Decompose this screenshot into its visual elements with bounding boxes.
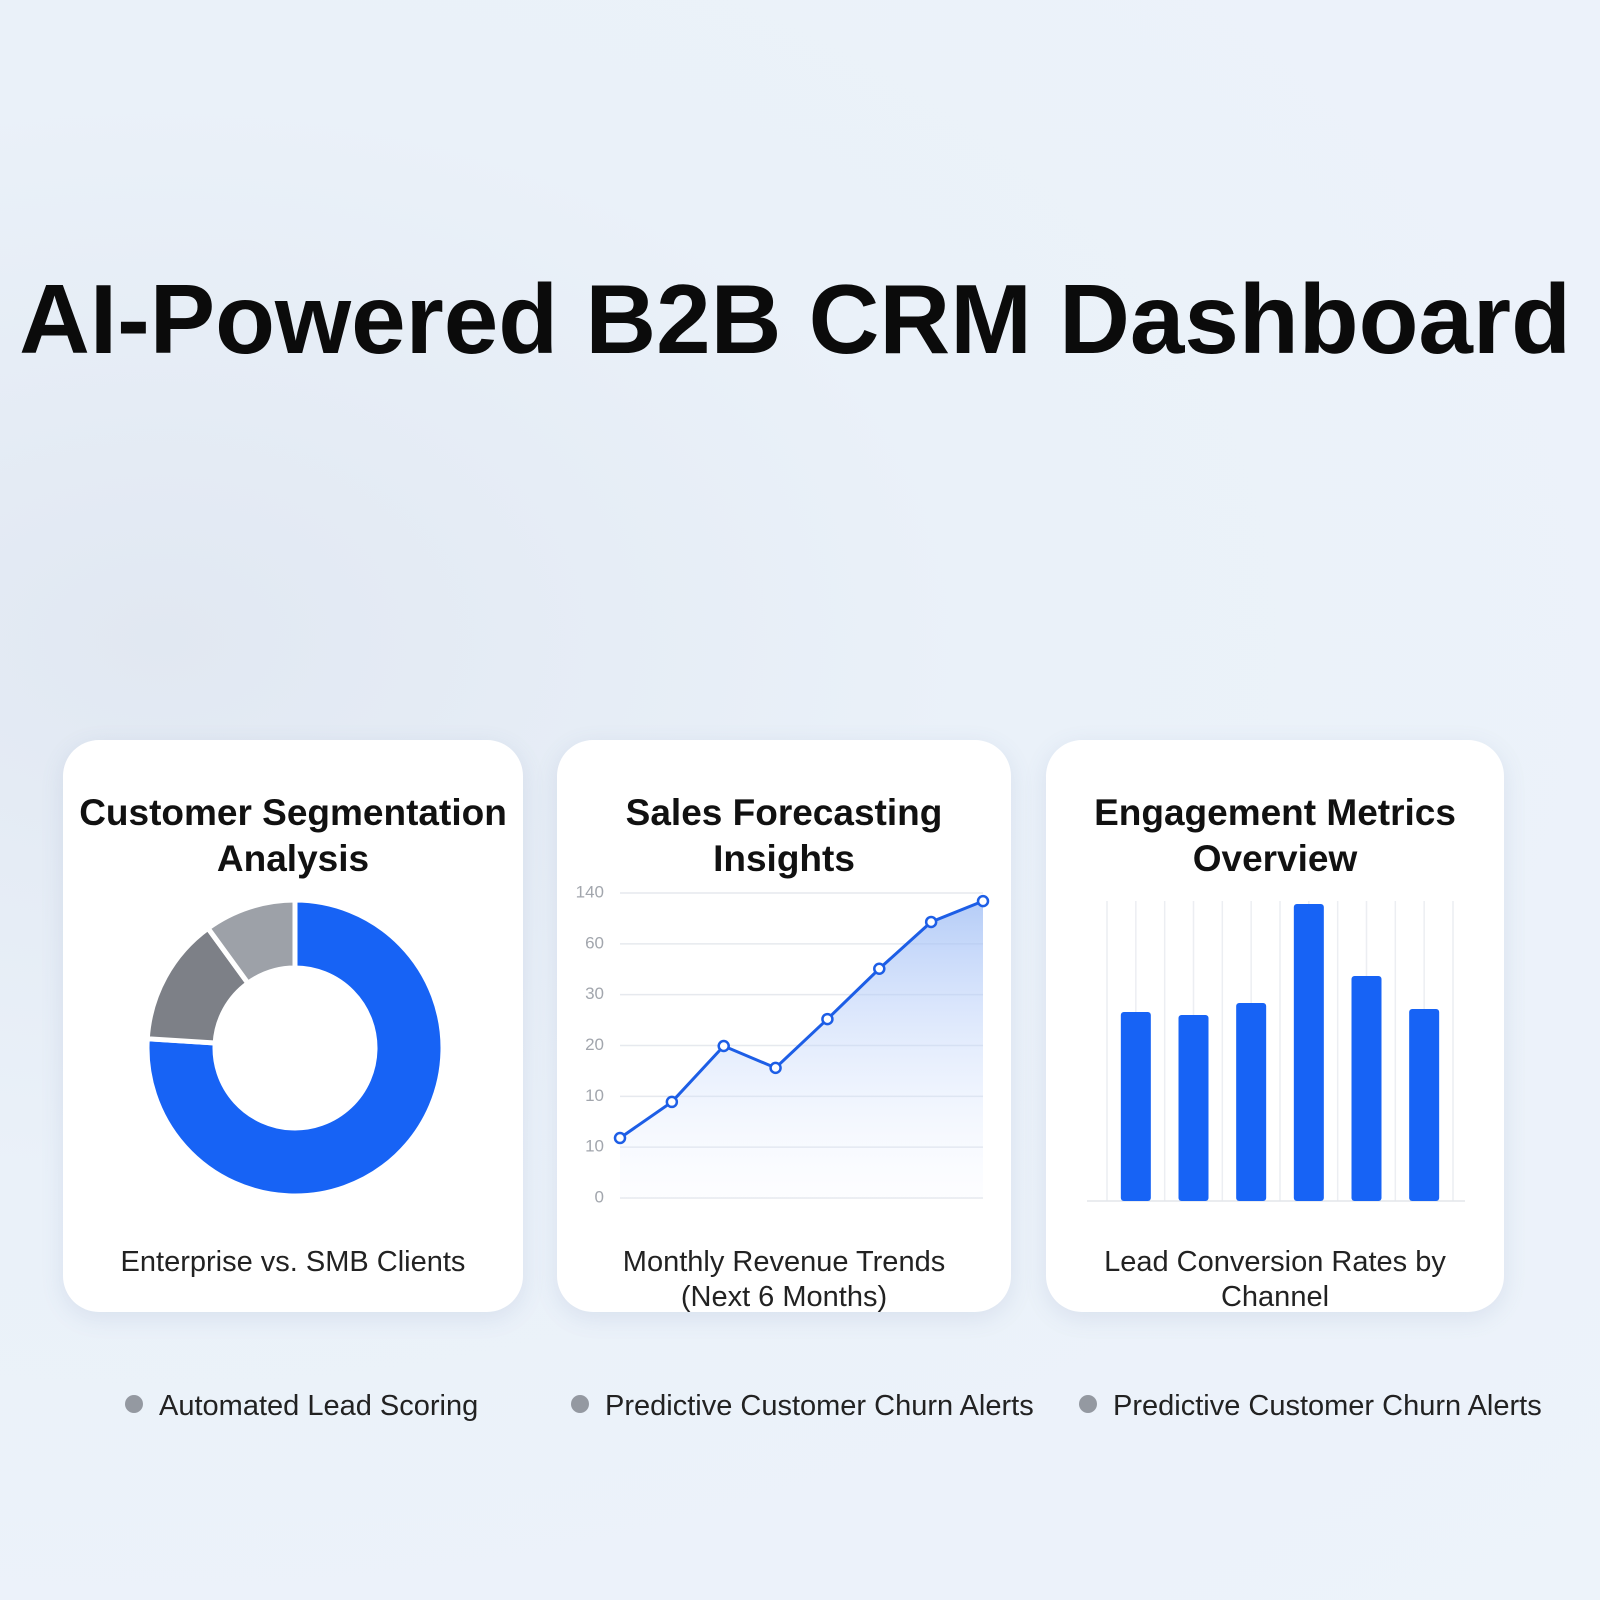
bar (1351, 976, 1382, 1201)
feature-item: Predictive Customer Churn Alerts (1079, 1390, 1542, 1423)
point (873, 962, 886, 975)
bar (1293, 904, 1324, 1201)
feature-text: Predictive Customer Churn Alerts (1113, 1390, 1542, 1422)
area (620, 901, 983, 1198)
point (665, 1095, 679, 1109)
bar (1236, 1003, 1267, 1201)
y-tick-label: 20 (585, 1035, 604, 1054)
bar (1178, 1015, 1209, 1201)
y-tick-label: 10 (585, 1137, 604, 1156)
point (769, 1061, 782, 1075)
bar (1120, 1012, 1151, 1201)
bullet (1079, 1395, 1097, 1413)
card-caption: Monthly Revenue Trends (Next 6 Months) (622, 1246, 946, 1313)
feature-item: Automated Lead Scoring (125, 1390, 478, 1423)
line (619, 899, 984, 1140)
y-tick-label: 30 (585, 984, 604, 1003)
feature-text: Automated Lead Scoring (159, 1390, 479, 1422)
card-caption: Enterprise vs. SMB Clients (120, 1246, 466, 1278)
y-tick-label: 10 (585, 1086, 604, 1105)
card-title: Engagement Metrics Overview (1094, 792, 1456, 879)
point (821, 1012, 834, 1026)
point (613, 1131, 627, 1145)
card-caption: Lead Conversion Rates by Channel (1104, 1246, 1446, 1313)
donut-segment (204, 897, 298, 987)
card-title: Sales Forecasting Insights (625, 792, 943, 879)
y-tick-label: 140 (576, 882, 604, 901)
bullet (125, 1395, 143, 1413)
donut-segment (144, 897, 446, 1199)
feature-text: Predictive Customer Churn Alerts (605, 1390, 1034, 1422)
bullet (571, 1395, 589, 1413)
card-title: Customer Segmentation Analysis (79, 792, 507, 879)
y-tick-label: 60 (585, 933, 604, 952)
page-title: AI-Powered B2B CRM Dashboard (19, 264, 1571, 374)
point (976, 894, 990, 908)
bar (1409, 1009, 1440, 1201)
feature-item: Predictive Customer Churn Alerts (571, 1390, 1034, 1423)
y-tick-label: 0 (595, 1187, 604, 1206)
card (63, 740, 523, 1312)
point (717, 1039, 730, 1053)
point (924, 915, 938, 929)
